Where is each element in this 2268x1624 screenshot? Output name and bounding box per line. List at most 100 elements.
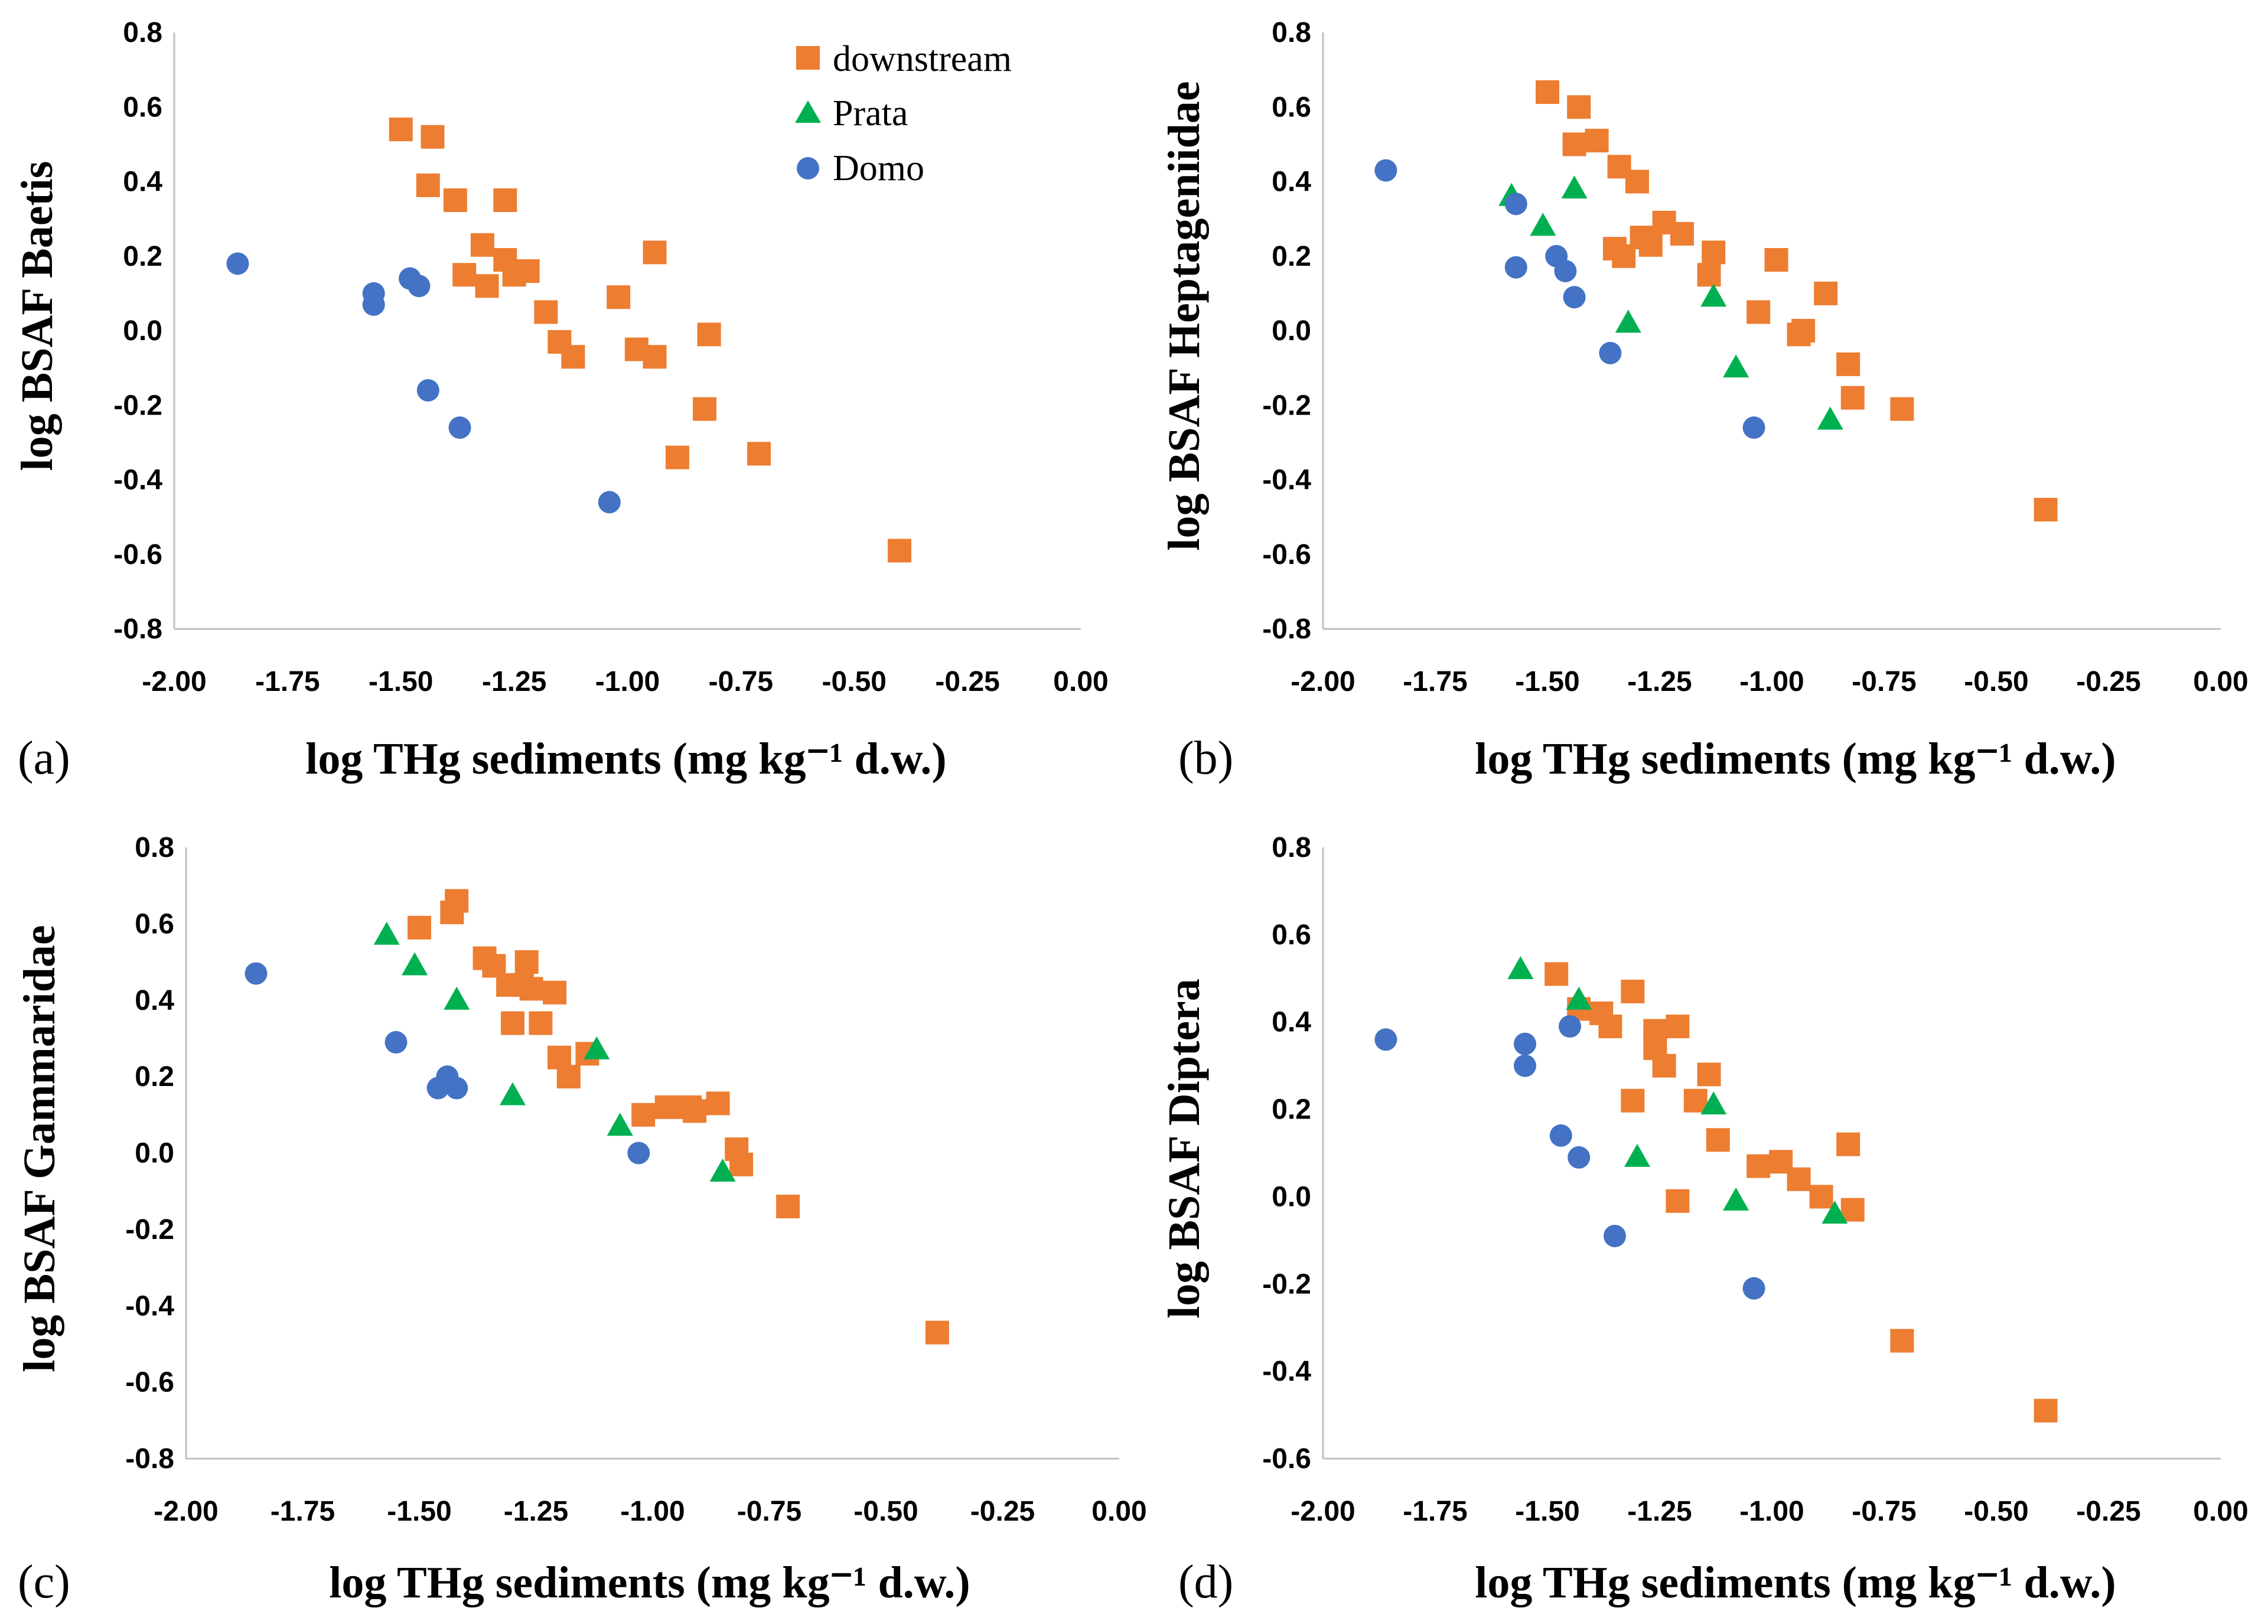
panel-d-point-downstream — [1621, 1088, 1645, 1113]
panel-d-x-tick-label: -2.00 — [1291, 1496, 1355, 1527]
panel-c-point-prata — [444, 986, 470, 1010]
panel-a-x-tick-label: -0.25 — [935, 666, 999, 697]
panel-a-point-downstream — [561, 345, 585, 369]
panel-d-point-prata — [1700, 1091, 1727, 1115]
panel-c-point-domo — [245, 962, 268, 985]
panel-b-point-domo — [1599, 341, 1622, 364]
panel-d-point-downstream — [1544, 962, 1569, 986]
panel-d-point-prata — [1821, 1201, 1848, 1224]
panel-d-scatter-chart: log BSAF Diptera log THg sediments (mg k… — [1159, 832, 2249, 1608]
panel-b-y-tick-label: -0.4 — [1262, 465, 1311, 496]
panel-d-y-tick-label: 0.2 — [1272, 1094, 1311, 1126]
panel-d-y-tick-label: -0.2 — [1262, 1268, 1311, 1300]
panel-b-x-tick-label: -1.00 — [1739, 666, 1804, 697]
panel-c-point-downstream — [683, 1099, 707, 1123]
panel-c-y-tick-label: 0.4 — [135, 985, 174, 1016]
panel-a-x-tick-label: -2.00 — [142, 666, 206, 697]
panel-c-y-tick-label: 0.8 — [135, 832, 174, 863]
panel-a-point-downstream — [697, 322, 721, 347]
panel-d-point-prata — [1507, 956, 1534, 979]
panel-b-point-downstream — [1670, 221, 1694, 246]
chart-legend: downstream Prata Domo — [795, 39, 1012, 188]
panel-b-y-tick-label: -0.6 — [1262, 539, 1311, 570]
panel-d-y-tick-label: 0.4 — [1272, 1007, 1311, 1038]
panel-b-y-tick-label: 0.4 — [1272, 167, 1311, 198]
panel-c-point-prata — [709, 1158, 736, 1182]
panel-c-point-downstream — [529, 1011, 553, 1035]
panel-d-y-tick-label: 0.8 — [1272, 832, 1311, 863]
panel-b-x-tick-label: 0.00 — [2193, 666, 2248, 697]
panel-b-point-downstream — [1890, 397, 1914, 421]
panel-c-point-domo — [445, 1077, 468, 1100]
panel-b-x-axis-title: log THg sediments (mg kg⁻¹ d.w.) — [1475, 734, 2116, 784]
panel-d-point-downstream — [1706, 1128, 1730, 1152]
panel-a-point-downstream — [443, 188, 467, 213]
panel-a-point-downstream — [665, 445, 689, 469]
panel-d-y-tick-label: -0.6 — [1262, 1443, 1311, 1475]
panel-c-point-downstream — [776, 1195, 800, 1219]
panel-d-point-prata — [1723, 1187, 1749, 1211]
panel-a-y-tick-label: 0.4 — [123, 167, 162, 198]
panel-b-point-downstream — [1562, 132, 1586, 156]
panel-d-point-domo — [1559, 1015, 1581, 1038]
panel-b-point-prata — [1817, 406, 1843, 430]
panel-b-point-prata — [1561, 175, 1588, 199]
panel-a-y-tick-label: -0.2 — [113, 390, 162, 421]
panel-b-point-downstream — [1638, 233, 1663, 257]
panel-c-point-prata — [500, 1082, 526, 1106]
panel-c-x-tick-label: 0.00 — [1091, 1496, 1146, 1527]
panel-a-point-downstream — [888, 539, 911, 563]
legend-label-domo: Domo — [833, 148, 924, 188]
panel-b-point-downstream — [1536, 80, 1559, 104]
panel-a-point-domo — [362, 293, 385, 316]
panel-a-point-domo — [448, 416, 471, 439]
panel-c-x-tick-label: -0.75 — [737, 1496, 801, 1527]
panel-c-x-tick-label: -0.50 — [853, 1496, 918, 1527]
panel-b-x-tick-label: -1.75 — [1403, 666, 1467, 697]
panel-c-point-downstream — [408, 915, 431, 940]
panel-b-x-tick-label: -1.50 — [1515, 666, 1579, 697]
panel-d-point-domo — [1549, 1124, 1572, 1147]
panel-a-y-tick-label: 0.8 — [123, 17, 162, 48]
panel-d-point-downstream — [1787, 1167, 1811, 1191]
panel-a-point-downstream — [389, 118, 413, 142]
panel-d-x-tick-label: -1.75 — [1403, 1496, 1467, 1527]
panel-c-point-prata — [402, 952, 428, 976]
panel-c-y-tick-label: -0.2 — [125, 1214, 174, 1245]
panel-d-point-domo — [1604, 1224, 1626, 1247]
panel-a-point-domo — [408, 275, 431, 298]
panel-b-point-domo — [1504, 193, 1527, 216]
panel-a-y-tick-label: 0.6 — [123, 92, 162, 123]
panel-b-point-prata — [1615, 309, 1641, 333]
panel-d-point-downstream — [1598, 1015, 1622, 1039]
panel-b-point-downstream — [1746, 300, 1771, 324]
panel-d-point-downstream — [1890, 1329, 1914, 1353]
panel-d-y-tick-label: 0.0 — [1272, 1181, 1311, 1212]
panel-b-point-downstream — [1567, 95, 1591, 119]
panel-b-point-downstream — [1702, 240, 1726, 265]
panel-c-label: (c) — [18, 1556, 70, 1608]
panel-b-y-tick-label: 0.2 — [1272, 241, 1311, 272]
panel-b-y-tick-label: 0.6 — [1272, 92, 1311, 123]
panel-d-label: (d) — [1178, 1556, 1233, 1608]
panel-c-x-tick-label: -0.25 — [970, 1496, 1035, 1527]
panel-d-x-axis-title: log THg sediments (mg kg⁻¹ d.w.) — [1475, 1558, 2116, 1607]
panel-c-point-downstream — [729, 1152, 754, 1176]
panel-d-point-downstream — [1683, 1088, 1707, 1113]
panel-c-y-tick-label: -0.4 — [125, 1290, 174, 1322]
panel-c-y-tick-label: -0.6 — [125, 1367, 174, 1398]
panel-d-x-tick-label: -1.00 — [1739, 1496, 1804, 1527]
panel-a-x-tick-label: -1.25 — [482, 666, 546, 697]
panel-a-point-downstream — [416, 173, 440, 197]
panel-b-x-tick-label: -1.25 — [1627, 666, 1692, 697]
panel-c-x-tick-label: -1.75 — [271, 1496, 335, 1527]
panel-b-x-tick-label: -0.50 — [1964, 666, 2028, 697]
panel-a-x-tick-label: -0.50 — [822, 666, 887, 697]
panel-c-x-tick-label: -1.50 — [387, 1496, 451, 1527]
panel-b-point-domo — [1374, 159, 1397, 182]
panel-a-point-downstream — [747, 442, 771, 466]
panel-b-point-downstream — [2034, 498, 2058, 521]
panel-a-point-downstream — [493, 188, 517, 213]
panel-d-y-tick-label: 0.6 — [1272, 919, 1311, 951]
panel-d-point-downstream — [1746, 1154, 1771, 1178]
